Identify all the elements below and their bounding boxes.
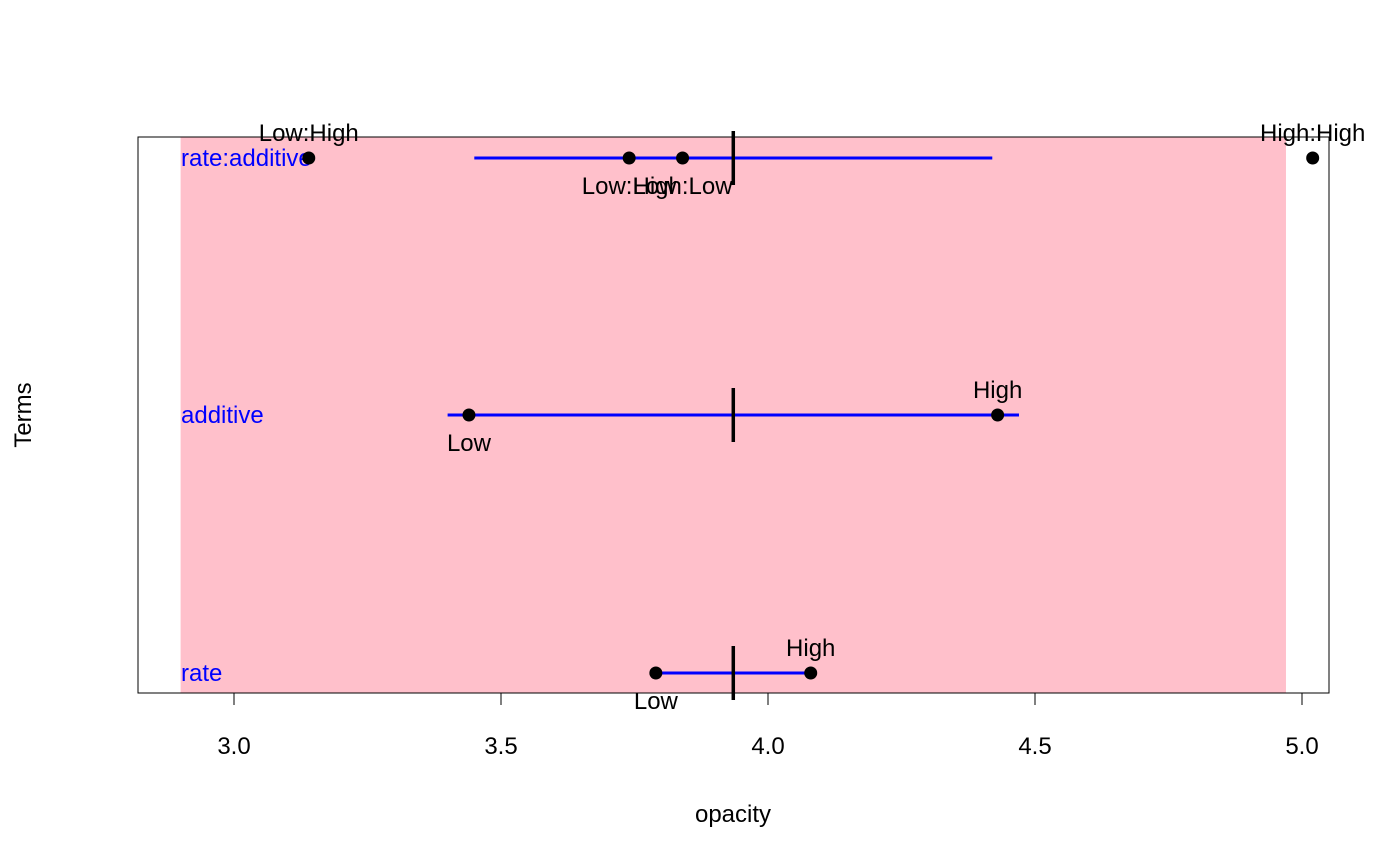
level-point [622, 151, 636, 165]
level-label: High:High [1260, 120, 1365, 147]
level-label: High:Low [633, 173, 734, 200]
term-label: rate:additive [181, 145, 312, 172]
x-tick-label: 4.5 [1018, 733, 1051, 760]
level-point [804, 666, 818, 680]
level-point [462, 408, 476, 422]
level-label: High [973, 377, 1022, 404]
x-tick-label: 5.0 [1285, 733, 1318, 760]
term-group: rate Low High [181, 635, 835, 715]
x-axis: 3.0 3.5 4.0 4.5 5.0 [217, 692, 1319, 760]
level-label: Low:Low [582, 173, 677, 200]
level-point [991, 408, 1005, 422]
level-point [676, 151, 690, 165]
level-point [1306, 151, 1320, 165]
level-label: High [786, 635, 835, 662]
level-label: Low [634, 688, 679, 715]
plot-marks: rateLowHighadditiveLowHighrate:additiveL… [181, 120, 1365, 715]
level-label: Low:High [259, 120, 359, 147]
y-axis-label: Terms [10, 382, 37, 447]
x-tick-label: 3.0 [217, 733, 250, 760]
x-tick-label: 4.0 [751, 733, 784, 760]
level-point [302, 151, 316, 165]
term-label: rate [181, 660, 222, 687]
term-label: additive [181, 402, 264, 429]
x-tick-label: 3.5 [484, 733, 517, 760]
level-point [649, 666, 663, 680]
x-axis-label: opacity [695, 801, 771, 828]
level-label: Low [447, 430, 492, 457]
